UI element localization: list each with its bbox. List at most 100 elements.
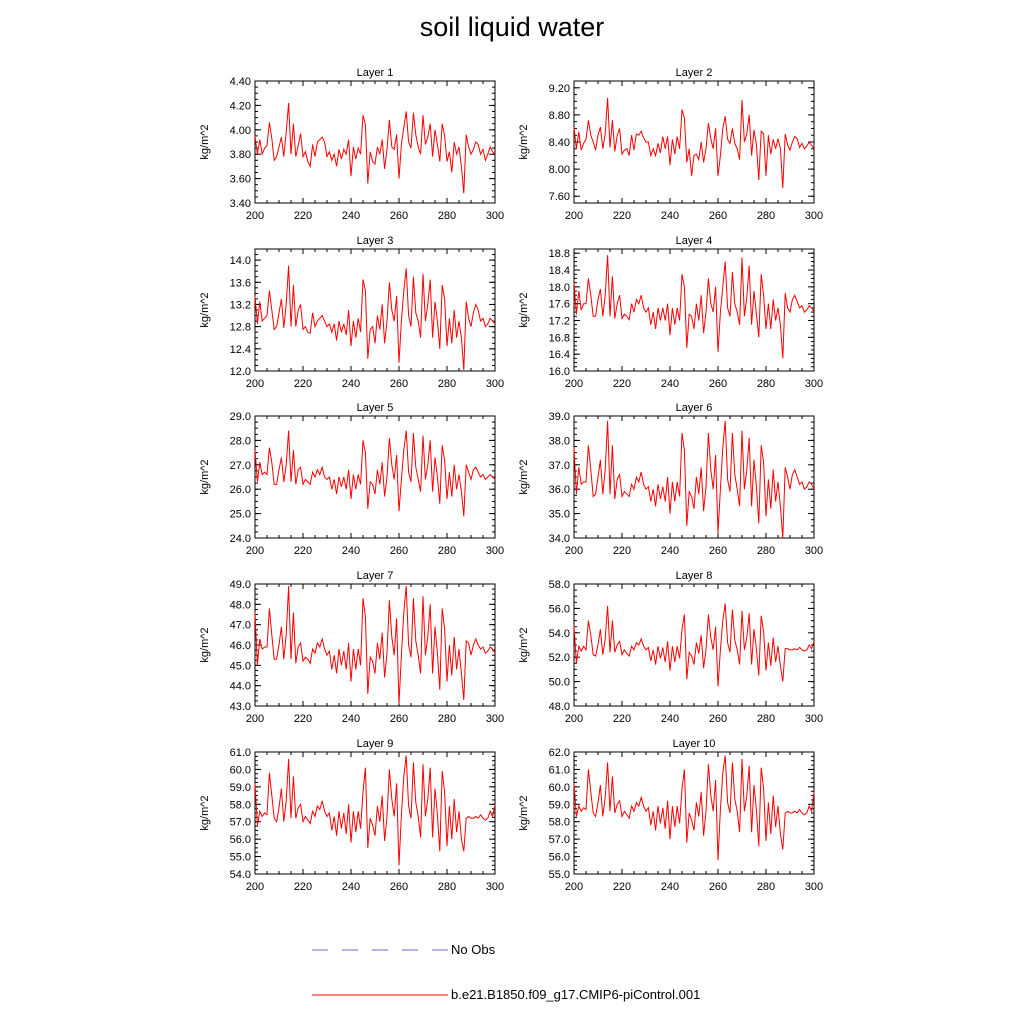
x-tick-label: 280 — [438, 210, 456, 222]
y-tick-label: 60.0 — [549, 782, 570, 794]
y-tick-label: 46.0 — [230, 640, 251, 652]
series-line-1 — [254, 430, 496, 517]
y-tick-label: 55.0 — [549, 869, 570, 881]
x-tick-label: 260 — [709, 378, 727, 390]
x-tick-label: 280 — [438, 545, 456, 557]
y-tick-label: 57.0 — [549, 834, 570, 846]
x-tick-label: 220 — [613, 713, 631, 725]
y-axis-label: kg/m^2 — [199, 292, 211, 327]
panel-title: Layer 8 — [676, 570, 713, 582]
series-line-1 — [254, 102, 496, 194]
x-tick-label: 300 — [486, 378, 504, 390]
series-line-1 — [254, 755, 496, 866]
plot-frame — [254, 248, 496, 372]
series-line-1 — [573, 603, 815, 687]
y-tick-label: 18.0 — [549, 282, 570, 294]
x-tick-label: 240 — [661, 545, 679, 557]
x-tick-label: 240 — [661, 881, 679, 893]
y-axis-label: kg/m^2 — [199, 124, 211, 159]
y-tick-label: 16.8 — [549, 332, 570, 344]
series-line-1 — [573, 97, 815, 189]
y-axis-label: kg/m^2 — [518, 795, 530, 830]
y-tick-label: 18.8 — [549, 248, 570, 260]
x-tick-label: 300 — [486, 210, 504, 222]
panel-title: Layer 6 — [676, 402, 713, 414]
y-tick-label: 45.0 — [230, 660, 251, 672]
y-tick-label: 27.0 — [230, 460, 251, 472]
x-tick-label: 220 — [294, 881, 312, 893]
x-tick-label: 260 — [709, 881, 727, 893]
chart-panel-5: Layer 5 200 220 240 260 280 300 24.0 25.0 26.0 27.… — [199, 402, 504, 557]
y-tick-label: 43.0 — [230, 701, 251, 713]
x-tick-label: 260 — [709, 713, 727, 725]
y-tick-label: 47.0 — [230, 620, 251, 632]
y-tick-label: 16.4 — [549, 349, 570, 361]
y-tick-label: 48.0 — [230, 599, 251, 611]
x-tick-label: 260 — [709, 545, 727, 557]
series-line-1 — [254, 585, 496, 704]
y-tick-label: 13.2 — [230, 299, 251, 311]
x-tick-label: 300 — [486, 545, 504, 557]
x-tick-label: 280 — [438, 713, 456, 725]
y-tick-label: 17.2 — [549, 316, 570, 328]
y-tick-label: 57.0 — [230, 817, 251, 829]
x-tick-label: 300 — [805, 545, 823, 557]
y-tick-label: 12.0 — [230, 366, 251, 378]
series-line-1 — [573, 255, 815, 359]
y-tick-label: 61.0 — [549, 764, 570, 776]
y-tick-label: 62.0 — [549, 747, 570, 759]
y-tick-label: 58.0 — [549, 817, 570, 829]
plot-frame — [573, 751, 815, 875]
y-tick-label: 39.0 — [549, 411, 570, 423]
x-tick-label: 300 — [805, 210, 823, 222]
y-tick-label: 24.0 — [230, 533, 251, 545]
panel-title: Layer 2 — [676, 67, 713, 79]
x-tick-label: 300 — [805, 881, 823, 893]
x-tick-label: 260 — [390, 881, 408, 893]
x-tick-label: 220 — [613, 881, 631, 893]
y-tick-label: 29.0 — [230, 411, 251, 423]
x-tick-label: 200 — [565, 378, 583, 390]
y-tick-label: 34.0 — [549, 533, 570, 545]
y-tick-label: 3.60 — [230, 174, 251, 186]
chart-panel-4: Layer 4 200 220 240 260 280 300 16.0 16.4 16.8 17.… — [518, 235, 823, 390]
x-tick-label: 280 — [438, 378, 456, 390]
x-tick-label: 240 — [342, 210, 360, 222]
y-tick-label: 3.80 — [230, 149, 251, 161]
x-tick-label: 220 — [613, 210, 631, 222]
y-axis-label: kg/m^2 — [518, 459, 530, 494]
panel-title: Layer 4 — [676, 235, 713, 247]
x-tick-label: 220 — [613, 545, 631, 557]
plot-frame — [254, 80, 496, 204]
series-line-1 — [573, 755, 815, 861]
x-tick-label: 200 — [565, 545, 583, 557]
y-tick-label: 54.0 — [230, 869, 251, 881]
y-tick-label: 61.0 — [230, 747, 251, 759]
x-tick-label: 200 — [246, 545, 264, 557]
x-tick-label: 260 — [390, 378, 408, 390]
chart-panel-9: Layer 9 200 220 240 260 280 300 54.0 55.0 56.0 57.… — [199, 738, 504, 893]
y-tick-label: 14.0 — [230, 255, 251, 267]
y-tick-label: 58.0 — [549, 579, 570, 591]
y-tick-label: 37.0 — [549, 460, 570, 472]
chart-panel-2: Layer 2 200 220 240 260 280 300 7.60 8.00 8.40 8.8… — [518, 67, 823, 222]
x-tick-label: 300 — [486, 713, 504, 725]
x-tick-label: 280 — [438, 881, 456, 893]
y-tick-label: 50.0 — [549, 677, 570, 689]
chart-panel-3: Layer 3 200 220 240 260 280 300 12.0 12.4 12.8 13.… — [199, 235, 504, 390]
y-tick-label: 56.0 — [549, 603, 570, 615]
chart-panel-1: Layer 1 200 220 240 260 280 300 3.40 3.60 3.80 4.0… — [199, 67, 504, 222]
page-title: soil liquid water — [419, 12, 605, 42]
y-tick-label: 7.60 — [549, 191, 570, 203]
y-tick-label: 49.0 — [230, 579, 251, 591]
y-tick-label: 13.6 — [230, 277, 251, 289]
y-axis-label: kg/m^2 — [518, 124, 530, 159]
y-tick-label: 56.0 — [549, 852, 570, 864]
x-tick-label: 260 — [390, 210, 408, 222]
panel-title: Layer 10 — [673, 738, 716, 750]
x-tick-label: 280 — [757, 378, 775, 390]
y-tick-label: 59.0 — [549, 799, 570, 811]
x-tick-label: 240 — [342, 378, 360, 390]
y-tick-label: 58.0 — [230, 799, 251, 811]
